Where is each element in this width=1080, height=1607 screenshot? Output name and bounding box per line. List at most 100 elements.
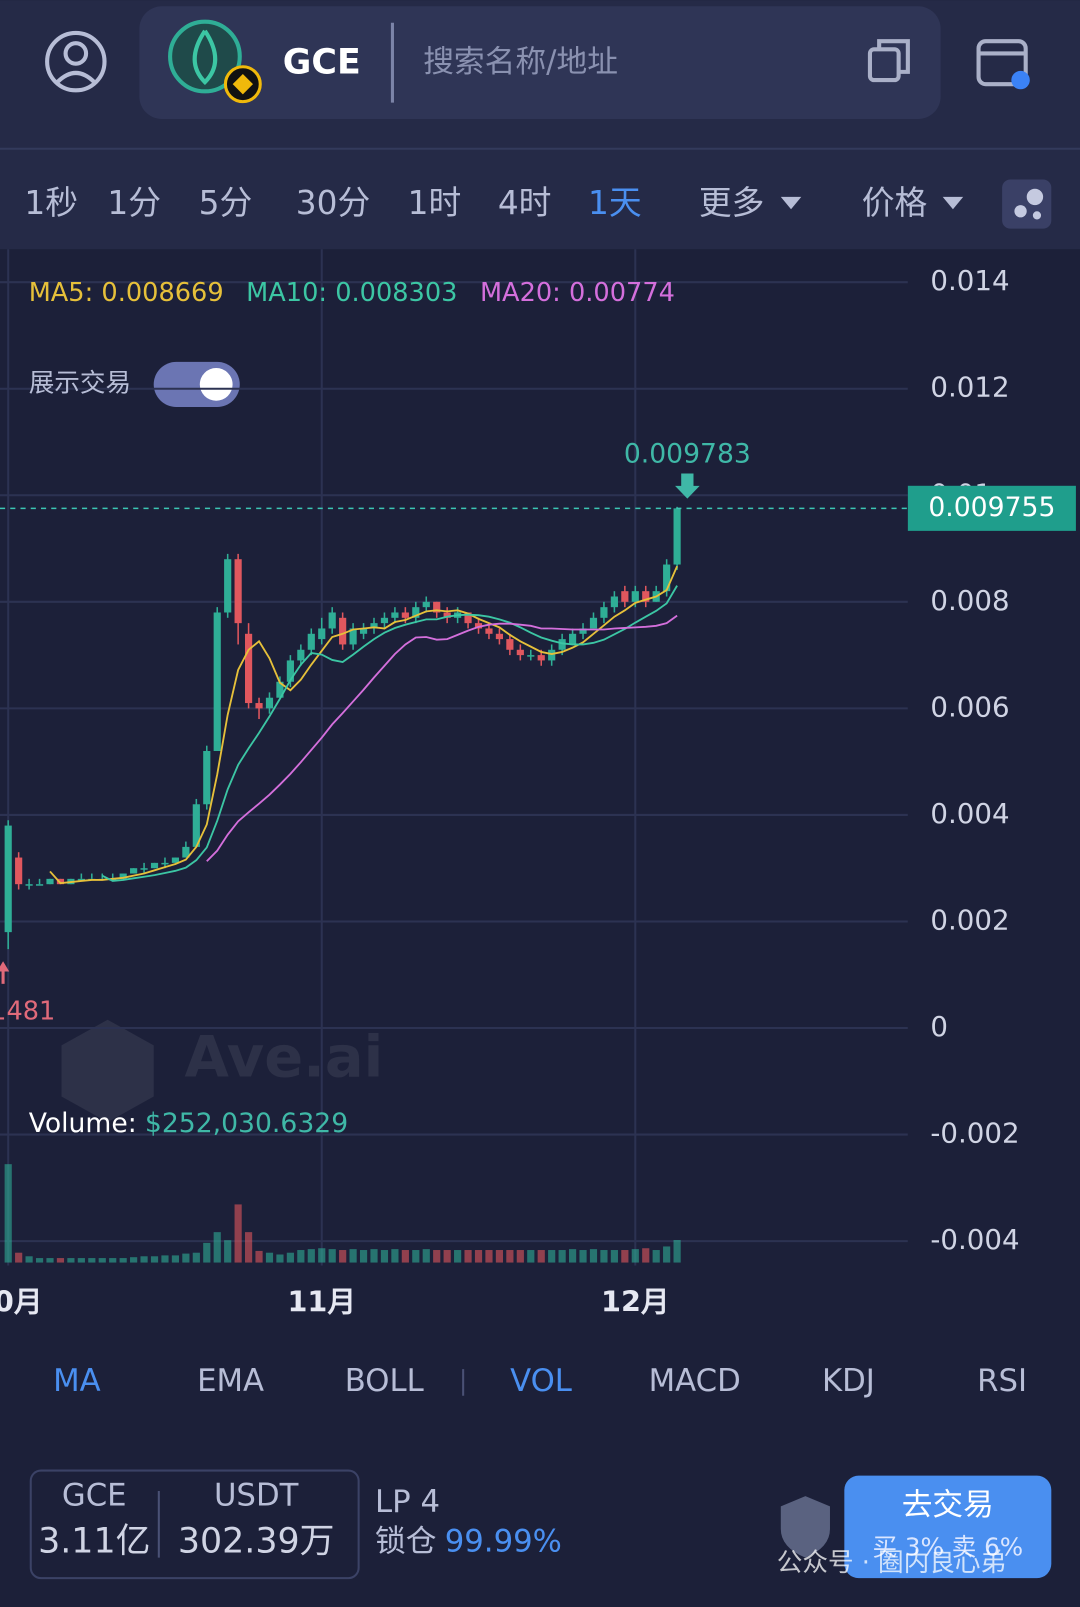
candle-body: [359, 628, 368, 634]
candle-body: [673, 508, 681, 565]
volume-bar: [161, 1255, 169, 1263]
timeframe-tab[interactable]: 5分: [199, 184, 253, 222]
candle-body: [265, 697, 274, 709]
volume-bar: [286, 1252, 294, 1263]
lock-info: 锁仓 99.99%: [375, 1523, 562, 1559]
ma-line: [206, 614, 678, 862]
lock-value: 99.99%: [445, 1523, 562, 1559]
candle-body: [412, 607, 420, 618]
timeframe-tab[interactable]: 1天: [588, 184, 642, 222]
y-tick-label: 0.004: [930, 797, 1009, 830]
candle-body: [244, 633, 253, 704]
candle-body: [474, 623, 483, 629]
candle-body: [213, 612, 221, 751]
volume-bar: [464, 1250, 472, 1263]
low-arrow: [0, 961, 10, 972]
candle-body: [568, 633, 577, 645]
y-tick-label: 0.014: [930, 264, 1009, 297]
candle-body: [548, 649, 556, 661]
volume-bar: [558, 1250, 566, 1263]
profile-icon[interactable]: [45, 30, 107, 93]
price-menu[interactable]: 价格: [862, 184, 928, 222]
plot-area: [0, 249, 908, 1266]
candle-body: [558, 639, 566, 650]
content: GCE 搜索名称/地址 1秒 1分 5分 30分 1时 4时 1天 更多 价格 0.014 0.012 0…: [0, 43, 1076, 1578]
volume-bar: [548, 1250, 556, 1263]
volume-bar: [46, 1258, 54, 1263]
wallet-icon[interactable]: [976, 39, 1030, 90]
timeframe-tab[interactable]: 1分: [107, 184, 161, 222]
volume-bar: [568, 1249, 577, 1263]
volume-bar: [276, 1254, 284, 1263]
volume-bar: [203, 1242, 211, 1263]
candle-body: [119, 873, 127, 879]
indicator-tab[interactable]: EMA: [197, 1363, 264, 1399]
volume-legend: Volume: $252,030.6329: [29, 1108, 348, 1139]
lp-label: LP 4: [375, 1484, 440, 1520]
volume-bar: [339, 1250, 347, 1263]
search-box[interactable]: [139, 6, 941, 120]
y-tick-label: 0.006: [930, 690, 1009, 723]
candle-body: [339, 617, 347, 645]
trade-button-label[interactable]: 去交易: [902, 1487, 994, 1523]
x-tick-label: 12月: [601, 1285, 670, 1319]
candle-body: [192, 804, 200, 847]
legend-name: MA5:: [29, 278, 94, 308]
indicator-tab[interactable]: VOL: [510, 1363, 572, 1399]
watermark-logo: [61, 1019, 154, 1123]
candle-body: [589, 617, 598, 629]
legend-value: 0.008669: [101, 278, 223, 308]
candle-body: [631, 591, 639, 602]
volume-bar: [642, 1248, 650, 1263]
volume-bar: [485, 1250, 493, 1263]
pair-token: USDT: [214, 1478, 299, 1514]
legend-name: MA20:: [480, 278, 561, 308]
timeframe-tab[interactable]: 4时: [498, 184, 552, 222]
y-tick-label: 0: [930, 1010, 948, 1043]
watermark: Ave.ai: [184, 1023, 383, 1090]
legend-entry: MA10: 0.008303: [246, 278, 457, 308]
candle-body: [610, 596, 618, 608]
trade-button[interactable]: [844, 1475, 1052, 1579]
volume-bar: [600, 1250, 608, 1263]
candle-body: [203, 750, 211, 805]
volume-bar: [412, 1250, 420, 1263]
y-tick-label: -0.004: [930, 1223, 1019, 1256]
copy-icon[interactable]: [867, 39, 910, 83]
volume-bar: [516, 1250, 524, 1263]
indicator-tab[interactable]: BOLL: [345, 1363, 424, 1399]
candle-body: [171, 857, 180, 863]
last-price-label: 0.009755: [928, 492, 1055, 523]
indicator-tab[interactable]: MACD: [649, 1363, 741, 1399]
indicator-tab[interactable]: KDJ: [822, 1363, 875, 1399]
indicator-tab[interactable]: RSI: [977, 1363, 1027, 1399]
candle-body: [46, 878, 54, 885]
toggle-knob[interactable]: [199, 368, 233, 401]
legend-entry: MA5: 0.008669: [29, 278, 224, 308]
candle-body: [35, 884, 44, 886]
indicator-tab[interactable]: MA: [53, 1363, 101, 1399]
candle-body: [600, 607, 608, 618]
volume-bar: [244, 1232, 253, 1263]
pair-amount: 302.39万: [178, 1521, 335, 1561]
timeframe-tab[interactable]: 30分: [296, 184, 370, 222]
volume-bar: [234, 1204, 242, 1263]
volume-bar: [171, 1255, 180, 1263]
timeframe-tab[interactable]: 1时: [408, 184, 462, 222]
volume-bar: [109, 1258, 117, 1263]
settings-icon[interactable]: [1002, 179, 1052, 229]
volume-bar: [35, 1258, 44, 1263]
candle-body: [642, 591, 650, 602]
timeframe-tab[interactable]: 1秒: [24, 184, 78, 222]
candle-body: [579, 628, 587, 634]
more-menu[interactable]: 更多: [699, 184, 765, 222]
toggle-label: 展示交易: [29, 368, 131, 398]
volume-bar: [370, 1249, 378, 1263]
volume-bar: [98, 1258, 106, 1263]
candle-body: [255, 703, 263, 709]
legend-entry: MA20: 0.00774: [480, 278, 675, 308]
lock-label: 锁仓: [375, 1523, 436, 1559]
candle-body: [516, 649, 524, 656]
credit: 公众号 · 圈内良心弟: [777, 1548, 1006, 1578]
